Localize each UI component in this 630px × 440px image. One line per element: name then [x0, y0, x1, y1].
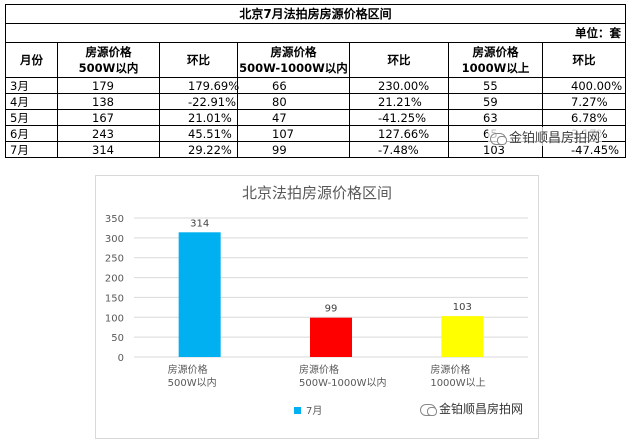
header-change-3: 环比 — [541, 42, 627, 78]
category-label-line: 1000W以上 — [430, 377, 485, 389]
category-label: 房源价格 500W-1000W以内 — [299, 363, 387, 389]
table-cell: 107 — [237, 125, 350, 142]
category-label-line: 房源价格 — [168, 363, 208, 376]
table-cell: 7.27% — [541, 93, 627, 110]
y-tick-label: 150 — [105, 293, 124, 304]
table-cell: 21.21% — [349, 93, 449, 110]
header-month: 月份 — [5, 42, 58, 78]
watermark-bottom: 金铂顺昌房拍网 — [420, 400, 523, 417]
category-label-line: 500W-1000W以内 — [299, 376, 387, 389]
table-cell: 99 — [237, 141, 350, 158]
table-row: 5月 167 21.01% 47 -41.25% 63 6.78% — [5, 109, 627, 126]
table-header-row: 月份 房源价格 500W以内 环比 房源价格 500W-1000W以内 环比 房… — [5, 42, 627, 78]
table-cell: -7.48% — [349, 141, 449, 158]
table-cell: 6月 — [5, 125, 58, 142]
category-label-line: 500W以内 — [168, 376, 217, 389]
table-cell: -22.91% — [159, 93, 238, 110]
category-label-line: 房源价格 — [430, 363, 470, 376]
category-label: 房源价格 1000W以上 — [430, 363, 485, 389]
bar-chart-panel: 北京法拍房源价格区间 0 50 100 150 200 250 300 350 314 房源价格 50… — [95, 175, 539, 439]
watermark-top-text: 金铂顺昌房拍网 — [509, 131, 601, 146]
data-table: 北京7月法拍房房源价格区间 单位：套 月份 房源价格 500W以内 环比 房源价… — [4, 4, 627, 158]
table-row: 4月 138 -22.91% 80 21.21% 59 7.27% — [5, 93, 627, 110]
table-cell: 47 — [237, 109, 350, 126]
header-change-1: 环比 — [159, 42, 238, 78]
table-cell: 29.22% — [159, 141, 238, 158]
table-cell: 5月 — [5, 109, 58, 126]
category-label-line: 房源价格 — [299, 363, 339, 376]
table-cell: 138 — [57, 93, 160, 110]
header-change-2: 环比 — [349, 42, 449, 78]
table-unit: 单位：套 — [4, 23, 627, 43]
chart-title: 北京法拍房源价格区间 — [242, 184, 392, 202]
table-cell: 230.00% — [349, 77, 449, 94]
table-cell: 6.78% — [541, 109, 627, 126]
header-500w-1000w: 房源价格 500W-1000W以内 — [237, 42, 350, 78]
legend-swatch — [294, 407, 301, 414]
table-cell: 45.51% — [159, 125, 238, 142]
table-cell: -41.25% — [349, 109, 449, 126]
table-cell: 63 — [448, 109, 543, 126]
data-label: 103 — [453, 302, 472, 313]
header-under-500w: 房源价格 500W以内 — [57, 42, 160, 78]
bar — [441, 316, 484, 357]
table-cell: 21.01% — [159, 109, 238, 126]
y-tick-label: 300 — [105, 234, 124, 245]
header-over-1000w: 房源价格 1000W以上 — [448, 42, 543, 78]
data-label: 99 — [325, 304, 338, 315]
table-cell: 4月 — [5, 93, 58, 110]
bar — [310, 317, 352, 357]
table-cell: 167 — [57, 109, 160, 126]
y-tick-label: 350 — [105, 214, 124, 225]
legend-label: 7月 — [306, 405, 322, 417]
table-cell: 127.66% — [349, 125, 449, 142]
table-cell: 66 — [237, 77, 350, 94]
table-cell: 314 — [57, 141, 160, 158]
wechat-icon — [490, 132, 507, 145]
table-cell: 179 — [57, 77, 160, 94]
data-label: 314 — [190, 218, 209, 229]
y-tick-label: 100 — [105, 313, 124, 324]
table-cell: 80 — [237, 93, 350, 110]
watermark-bottom-text: 金铂顺昌房拍网 — [439, 402, 524, 416]
table-cell: 59 — [448, 93, 543, 110]
table-cell: 400.00% — [541, 77, 627, 94]
y-tick-label: 200 — [105, 274, 124, 285]
y-tick-label: 0 — [118, 353, 124, 364]
wechat-icon — [420, 403, 437, 416]
table-cell: 7月 — [5, 141, 58, 158]
table-title: 北京7月法拍房房源价格区间 — [4, 4, 627, 24]
table-cell: 3月 — [5, 77, 58, 94]
y-tick-label: 250 — [105, 254, 124, 265]
bar — [178, 232, 221, 357]
watermark-top: 金铂顺昌房拍网 — [488, 127, 603, 146]
table-row: 3月 179 179.69% 66 230.00% 55 400.00% — [5, 77, 627, 94]
table-cell: 179.69% — [159, 77, 239, 94]
y-tick-label: 50 — [111, 333, 124, 344]
table-cell: 55 — [448, 77, 543, 94]
table-cell: 243 — [57, 125, 160, 142]
table-body: 3月 179 179.69% 66 230.00% 55 400.00% 4月 138 -22.9… — [5, 77, 627, 158]
category-label: 房源价格 500W以内 — [168, 363, 217, 389]
